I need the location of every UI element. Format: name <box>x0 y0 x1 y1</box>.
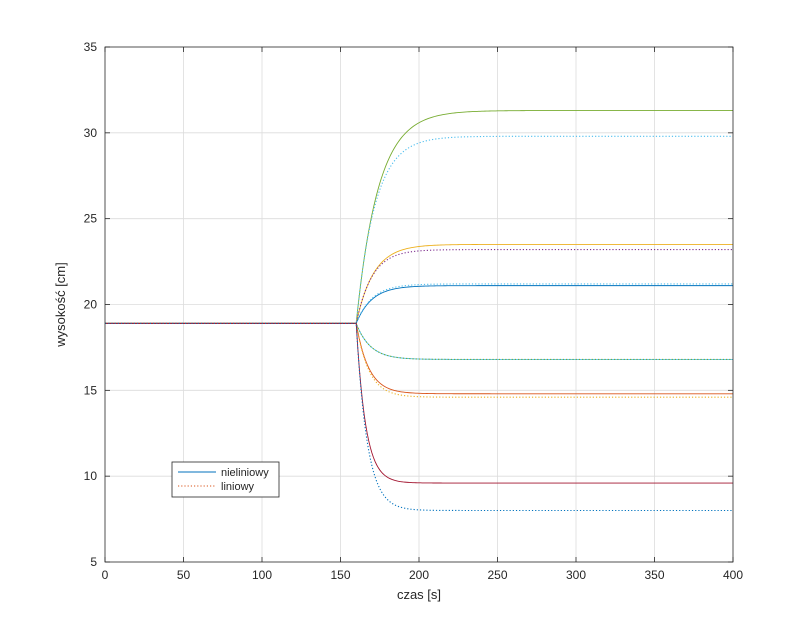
series-line-liniowy-9 <box>105 322 733 398</box>
x-axis-label: czas [s] <box>397 587 441 602</box>
y-tick-label: 15 <box>84 383 98 397</box>
x-tick-label: 50 <box>177 568 191 582</box>
x-tick-label: 0 <box>102 568 109 582</box>
legend-box <box>171 461 280 498</box>
series-line-liniowy-7 <box>105 322 733 360</box>
legend-label-1: liniowy <box>221 481 255 493</box>
x-tick-label: 200 <box>409 568 429 582</box>
x-tick-label: 100 <box>252 568 272 582</box>
legend: nieliniowy liniowy <box>171 461 280 498</box>
series-line-nieliniowy-8 <box>105 322 733 395</box>
series-line-liniowy-3 <box>105 249 733 324</box>
y-tick-label: 30 <box>84 126 98 140</box>
x-tick-label: 300 <box>566 568 586 582</box>
x-tick-label: 350 <box>644 568 664 582</box>
y-tick-label: 20 <box>84 298 98 312</box>
series-line-nieliniowy-0 <box>105 110 733 324</box>
series-line-nieliniowy-10 <box>105 322 733 484</box>
y-tick-label: 10 <box>84 469 98 483</box>
series-line-nieliniowy-2 <box>105 243 733 324</box>
x-tick-label: 250 <box>487 568 507 582</box>
y-axis-label: wysokość [cm] <box>53 262 68 348</box>
y-tick-label: 5 <box>90 555 97 569</box>
axis-ticks: 0 50 100 150 200 250 300 350 400 5 10 15 20 25 30 35 <box>84 40 744 582</box>
legend-label-0: nieliniowy <box>221 467 269 479</box>
series-line-nieliniowy-4 <box>105 285 733 324</box>
y-tick-label: 35 <box>84 40 98 54</box>
x-tick-label: 150 <box>330 568 350 582</box>
series-line-liniowy-5 <box>105 283 733 324</box>
data-series <box>105 110 733 512</box>
x-tick-label: 400 <box>723 568 743 582</box>
series-line-liniowy-1 <box>105 135 733 324</box>
y-tick-label: 25 <box>84 212 98 226</box>
series-line-liniowy-11 <box>105 322 733 512</box>
